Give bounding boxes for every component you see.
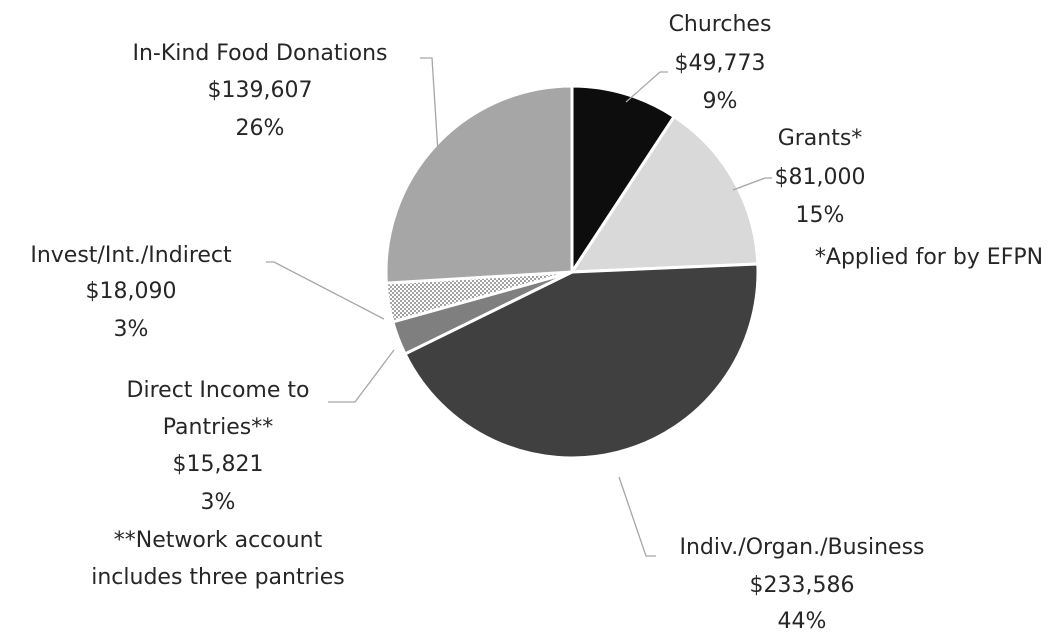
label-direct-name-1: Direct Income to [127, 378, 310, 403]
pie-slices [384, 84, 760, 460]
leader-lines [266, 57, 772, 557]
pie-slice-in-kind-food-donations [384, 84, 574, 285]
label-inkind-value: $139,607 [208, 78, 313, 103]
label-churches-value: $49,773 [675, 51, 766, 76]
label-grants-name: Grants* [778, 126, 863, 151]
label-grants-value: $81,000 [775, 165, 866, 190]
leader-line-churches [625, 71, 668, 103]
label-churches-name: Churches [669, 12, 772, 37]
leader-line-direct [328, 349, 395, 403]
label-inkind-name: In-Kind Food Donations [133, 41, 388, 66]
label-indiv-name: Indiv./Organ./Business [679, 535, 924, 560]
label-grants-note: *Applied for by EFPN [815, 245, 1043, 270]
label-direct-name-2: Pantries** [163, 415, 273, 440]
label-invest-value: $18,090 [86, 279, 177, 304]
label-invest-name: Invest/Int./Indirect [30, 243, 232, 268]
leader-line-indiv [618, 476, 656, 557]
label-churches-percent: 9% [703, 89, 738, 114]
label-indiv-value: $233,586 [750, 573, 855, 598]
label-direct-note-1: **Network account [114, 528, 323, 553]
data-labels: Churches $49,773 9% Grants* $81,000 15% … [30, 12, 1043, 633]
pie-slice-indiv-organ-business [403, 262, 760, 460]
label-inkind-percent: 26% [236, 116, 285, 141]
label-direct-value: $15,821 [173, 452, 264, 477]
label-indiv-percent: 44% [778, 609, 827, 633]
pie-slice-grants [569, 114, 760, 274]
label-grants-percent: 15% [796, 203, 845, 228]
leader-line-invest [266, 261, 385, 320]
leader-line-grants [732, 177, 772, 191]
label-invest-percent: 3% [114, 317, 149, 342]
label-direct-note-2: includes three pantries [91, 565, 345, 590]
pie-slice-churches [570, 84, 677, 278]
label-direct-percent: 3% [201, 490, 236, 515]
leader-line-inkind [420, 57, 439, 154]
